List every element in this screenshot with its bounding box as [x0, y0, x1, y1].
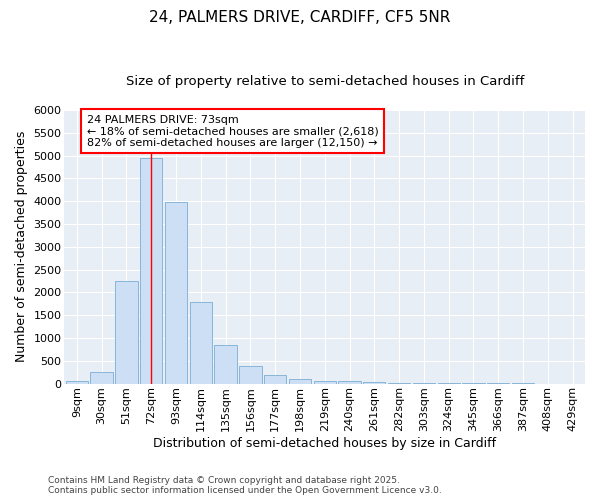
Bar	[91, 372, 113, 384]
Bar	[363, 382, 385, 384]
X-axis label: Distribution of semi-detached houses by size in Cardiff: Distribution of semi-detached houses by …	[153, 437, 496, 450]
Text: 24 PALMERS DRIVE: 73sqm
← 18% of semi-detached houses are smaller (2,618)
82% of: 24 PALMERS DRIVE: 73sqm ← 18% of semi-de…	[87, 114, 379, 148]
Bar	[264, 374, 286, 384]
Bar	[338, 382, 361, 384]
Title: Size of property relative to semi-detached houses in Cardiff: Size of property relative to semi-detach…	[125, 75, 524, 88]
Text: 24, PALMERS DRIVE, CARDIFF, CF5 5NR: 24, PALMERS DRIVE, CARDIFF, CF5 5NR	[149, 10, 451, 25]
Bar	[239, 366, 262, 384]
Y-axis label: Number of semi-detached properties: Number of semi-detached properties	[15, 131, 28, 362]
Bar	[140, 158, 163, 384]
Bar	[115, 281, 137, 384]
Bar	[314, 380, 336, 384]
Text: Contains HM Land Registry data © Crown copyright and database right 2025.
Contai: Contains HM Land Registry data © Crown c…	[48, 476, 442, 495]
Bar	[214, 345, 237, 384]
Bar	[165, 202, 187, 384]
Bar	[65, 382, 88, 384]
Bar	[190, 302, 212, 384]
Bar	[289, 379, 311, 384]
